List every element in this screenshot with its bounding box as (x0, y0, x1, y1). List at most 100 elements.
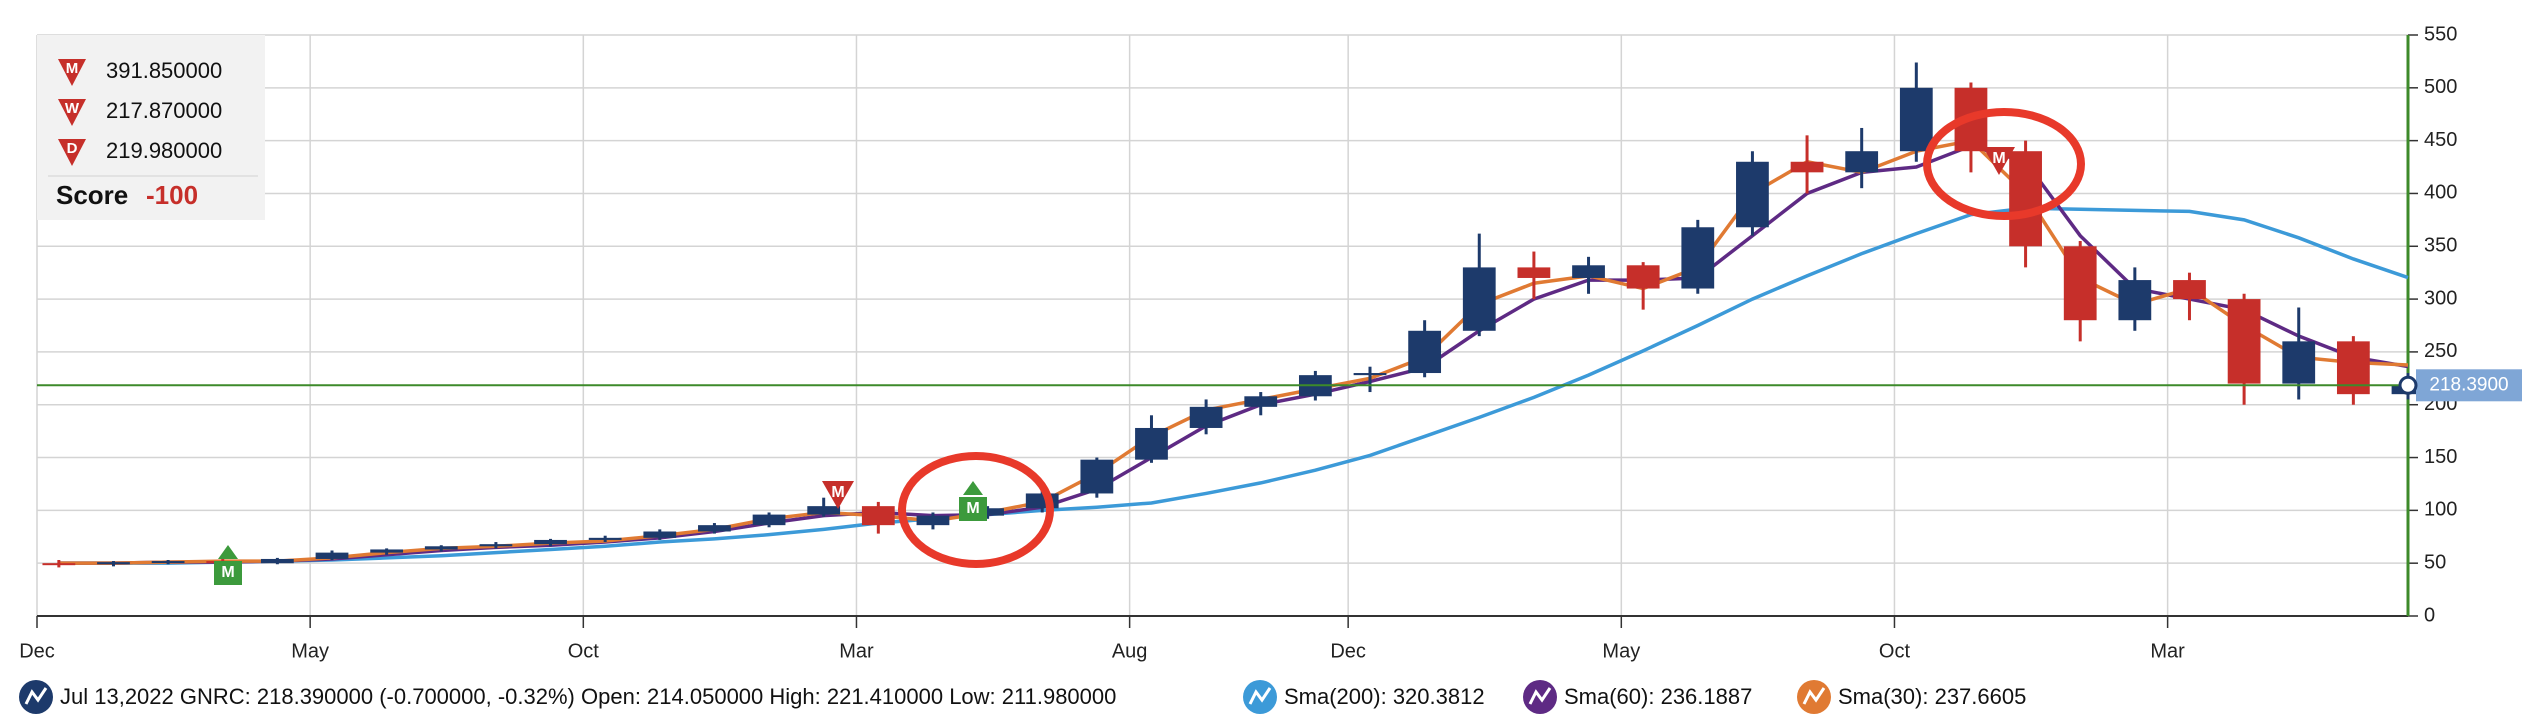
y-tick-label: 300 (2424, 287, 2457, 309)
candle-body (479, 544, 513, 547)
legend-info: Jul 13,2022 GNRC: 218.390000 (-0.700000,… (60, 684, 1116, 709)
candle-body (698, 525, 731, 532)
highlight-circle (1923, 108, 2085, 220)
candle-body (1517, 267, 1551, 278)
signal-value: 219.980000 (106, 138, 222, 163)
candle-body (1790, 161, 1824, 173)
candle-body (1899, 87, 1933, 152)
legend-icon-wave (1528, 687, 1552, 705)
candle-body (1845, 151, 1879, 173)
candle-body (1681, 227, 1715, 289)
candle-body (534, 539, 567, 545)
marker-label: M (1992, 150, 2005, 167)
signal-icon (58, 99, 86, 126)
x-tick-label: Mar (839, 640, 874, 662)
candle-body (1572, 265, 1605, 278)
price-label-box (2416, 369, 2522, 402)
marker-badge (214, 561, 242, 585)
x-tick-label: Oct (1879, 640, 1911, 662)
candle-body (807, 506, 841, 515)
candle-body (643, 531, 677, 538)
x-tick-label: May (291, 640, 329, 662)
candle-body (861, 506, 895, 526)
marker-arrow (963, 481, 983, 495)
y-tick-label: 500 (2424, 76, 2457, 98)
signal-letter: D (67, 140, 78, 157)
signal-letter: M (66, 60, 79, 77)
candle-body (370, 549, 404, 553)
signal-icon (58, 139, 86, 166)
marker-badge (959, 497, 987, 521)
y-tick-label: 350 (2424, 235, 2457, 257)
candle-body (1135, 427, 1168, 460)
signal-panel: Score -100 M 391.850000 W 217.870000 D 219.98… (37, 35, 265, 220)
x-tick-label: Oct (568, 640, 600, 662)
price-dot (2398, 375, 2418, 395)
x-tick-label: Aug (1112, 640, 1148, 662)
candle-body (1353, 373, 1387, 376)
candle-body (1244, 396, 1278, 407)
marker-label: M (221, 564, 234, 581)
legend-entry: Sma(30): 237.6605 (1838, 684, 2026, 709)
marker-label: M (831, 484, 844, 501)
candle-body (2173, 280, 2206, 300)
score-value: -100 (146, 180, 198, 210)
signal-value: 391.850000 (106, 58, 222, 83)
y-tick-label: 250 (2424, 340, 2457, 362)
candle-body (2009, 151, 2042, 247)
signal-icon (58, 59, 86, 86)
y-tick-label: 50 (2424, 551, 2446, 573)
signal-marker: M (822, 481, 854, 509)
candle-body (1408, 330, 1442, 374)
legend: Jul 13,2022 GNRC: 218.390000 (-0.700000,… (19, 680, 2026, 714)
legend-icon-wave (1248, 687, 1272, 705)
marker-badge (822, 481, 854, 509)
y-tick-label: 400 (2424, 182, 2457, 204)
candle-body (260, 558, 294, 564)
overlay: 218.3900 M M M M (37, 147, 2522, 585)
candle-body (1080, 459, 1114, 494)
score-label: Score (56, 180, 128, 210)
legend-icon-wave (24, 687, 48, 705)
candle-body (2118, 280, 2152, 321)
candle-body (42, 563, 76, 566)
candle-body (588, 537, 622, 540)
y-tick-label: 0 (2424, 604, 2435, 626)
signal-marker: M (959, 481, 987, 521)
candle-body (752, 514, 786, 526)
y-tick-label: 100 (2424, 499, 2457, 521)
candles (42, 62, 2425, 568)
x-tick-label: May (1602, 640, 1640, 662)
signal-marker: M (1983, 147, 2015, 175)
candle-body (1626, 265, 1660, 289)
legend-entry: Sma(60): 236.1887 (1564, 684, 1752, 709)
candle-body (315, 552, 349, 559)
signal-value: 217.870000 (106, 98, 222, 123)
highlight-circle (898, 452, 1054, 568)
signal-letter: W (65, 100, 80, 117)
x-tick-label: Mar (2150, 640, 2185, 662)
candle-body (916, 515, 950, 526)
candle-body (97, 562, 130, 565)
candle-body (2063, 246, 2097, 321)
y-tick-label: 450 (2424, 129, 2457, 151)
y-tick-label: 550 (2424, 23, 2457, 45)
candle-body (2227, 299, 2261, 384)
marker-arrow (218, 545, 238, 559)
marker-label: M (966, 500, 979, 517)
x-tick-label: Dec (1330, 640, 1366, 662)
candle-body (424, 546, 458, 550)
candle-body (1736, 161, 1769, 228)
signal-marker: M (214, 545, 242, 585)
y-tick-label: 150 (2424, 446, 2457, 468)
candle-body (2282, 341, 2316, 384)
price-label: 218.3900 (2429, 374, 2508, 395)
legend-entry: Sma(200): 320.3812 (1284, 684, 1485, 709)
marker-badge (1983, 147, 2015, 175)
x-tick-label: Dec (19, 640, 55, 662)
candle-body (151, 561, 185, 564)
candle-body (1462, 267, 1496, 331)
